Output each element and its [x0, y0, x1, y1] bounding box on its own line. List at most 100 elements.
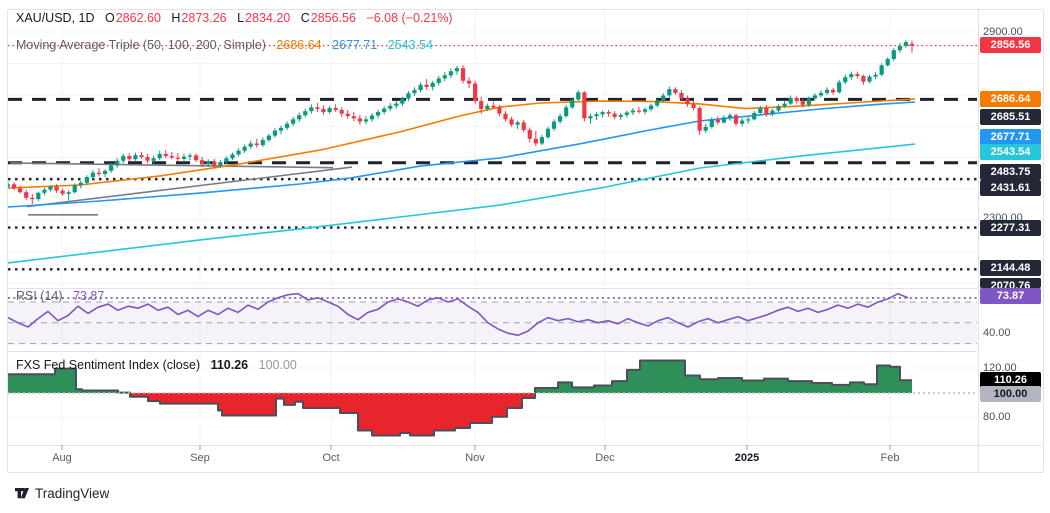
fxs-area-segment	[76, 389, 82, 393]
fxs-area-segment	[295, 393, 303, 402]
price-label: 80.00	[983, 411, 1011, 423]
fxs-area-segment	[340, 393, 358, 413]
price-badge: 110.26	[980, 372, 1041, 388]
fxs-area-segment	[507, 393, 522, 408]
trendline	[26, 166, 353, 208]
fxs-area-segment	[877, 365, 890, 393]
fxs-area-segment	[900, 380, 912, 393]
price-badge: 2543.54	[980, 144, 1041, 160]
fxs-area-segment	[470, 393, 492, 423]
fxs-area-segment	[788, 381, 812, 393]
fxs-area-segment	[764, 378, 788, 393]
price-axis[interactable]: 2900.00 2856.56 2686.64 2685.51 2677.71 2543.…	[978, 10, 1043, 471]
fxs-area-segment	[160, 393, 218, 404]
fxs-area-segment	[434, 393, 455, 431]
fxs-area-segment	[558, 382, 572, 393]
rsi-indicator-title: RSI (14)	[16, 289, 63, 303]
fxs-area-segment	[372, 393, 400, 436]
fxs-area-segment	[832, 384, 850, 393]
fxs-area-segment	[612, 381, 627, 393]
fxs-area-segment	[812, 383, 832, 393]
fxs-area-segment	[455, 393, 470, 428]
fxs-area-segment	[572, 387, 594, 393]
fxs-area-segment	[594, 385, 612, 393]
ma200-value: 2543.54	[387, 38, 433, 52]
tradingview-icon	[15, 488, 29, 499]
fxs-area-segment	[8, 374, 55, 393]
fxs-indicator-title: FXS Fed Sentiment Index (close)	[16, 358, 201, 372]
fxs-area-segment	[700, 379, 718, 393]
tradingview-logo[interactable]: TradingView	[14, 485, 109, 501]
price-badge: 100.00	[980, 386, 1041, 402]
fxs-area-segment	[55, 368, 76, 393]
fxs-area-segment	[640, 360, 685, 393]
price-label: 2900.00	[983, 26, 1023, 38]
month-label: Dec	[595, 452, 615, 464]
symbol-legend[interactable]: XAU/USD, 1D O2862.60 H2873.26 L2834.20 C…	[16, 11, 453, 25]
month-label: Nov	[465, 452, 485, 464]
rsi-value: 73.87	[73, 289, 105, 303]
fxs-area-segment	[850, 382, 864, 393]
tradingview-label: TradingView	[35, 485, 110, 501]
fxs-area-segment	[890, 366, 900, 393]
fxs-area-segment	[130, 393, 148, 397]
main-pane	[8, 40, 977, 271]
price-badge: 2070.76	[980, 278, 1041, 288]
fxs-area-segment	[303, 393, 340, 408]
month-label: Oct	[322, 452, 340, 464]
fxs-area-segment	[410, 393, 434, 436]
candles	[8, 40, 915, 205]
month-label: Feb	[880, 452, 900, 464]
ma-line	[8, 98, 916, 189]
rsi-line	[8, 292, 909, 337]
price-label: 120.00	[983, 362, 1017, 374]
rsi-indicator-legend[interactable]: RSI (14) 73.87	[16, 289, 104, 303]
price-label: 40.00	[983, 327, 1011, 339]
trendline	[9, 162, 334, 169]
ma-indicator-title: Moving Average Triple (50, 100, 200, Sim…	[16, 38, 266, 52]
fxs-area-segment	[492, 393, 507, 417]
fxs-base-value: 100.00	[258, 358, 297, 372]
ma50-value: 2686.64	[276, 38, 322, 52]
fxs-indicator-legend[interactable]: FXS Fed Sentiment Index (close) 110.26 1…	[16, 358, 297, 372]
price-badge: 2677.71	[980, 129, 1041, 145]
gridlines	[8, 10, 977, 445]
ma-line	[8, 143, 916, 264]
month-label: 2025	[734, 452, 760, 464]
close-label: C	[300, 11, 310, 25]
fxs-area-segment	[718, 378, 742, 393]
fxs-area-segment	[742, 380, 764, 393]
fxs-area-segment	[82, 390, 118, 393]
time-axis[interactable]: Aug Sep Oct Nov Dec 2025 Feb	[8, 445, 1042, 472]
price-badge: 2431.61	[980, 180, 1041, 196]
price-badge: 73.87	[980, 288, 1041, 304]
fxs-area-segment	[400, 393, 410, 433]
high-value: 2873.26	[181, 11, 227, 25]
month-label: Sep	[190, 452, 210, 464]
price-badge: 2685.51	[980, 109, 1041, 125]
fxs-area-segment	[627, 369, 640, 393]
fxs-area-segment	[685, 375, 700, 393]
price-badge: 2144.48	[980, 260, 1041, 276]
rsi-pane	[8, 292, 977, 345]
change-value: −6.08 (−0.21%)	[366, 11, 453, 25]
open-label: O	[104, 11, 115, 25]
fxs-area-segment	[864, 384, 877, 393]
fxs-step-line	[8, 359, 912, 437]
fxs-area-segment	[535, 388, 558, 393]
fxs-area-segment	[284, 393, 295, 405]
fxs-area-segment	[358, 393, 372, 431]
fxs-area-segment	[276, 393, 284, 399]
month-label: Aug	[52, 452, 72, 464]
low-label: L	[237, 11, 245, 25]
open-value: 2862.60	[115, 11, 161, 25]
ma-indicator-legend[interactable]: Moving Average Triple (50, 100, 200, Sim…	[16, 38, 433, 52]
fxs-area-segment	[522, 393, 535, 398]
symbol-title: XAU/USD, 1D	[16, 11, 95, 25]
price-badge: 2686.64	[980, 91, 1041, 107]
fxs-pane	[8, 359, 977, 437]
fxs-area-segment	[222, 393, 276, 416]
fxs-area-segment	[218, 393, 222, 411]
